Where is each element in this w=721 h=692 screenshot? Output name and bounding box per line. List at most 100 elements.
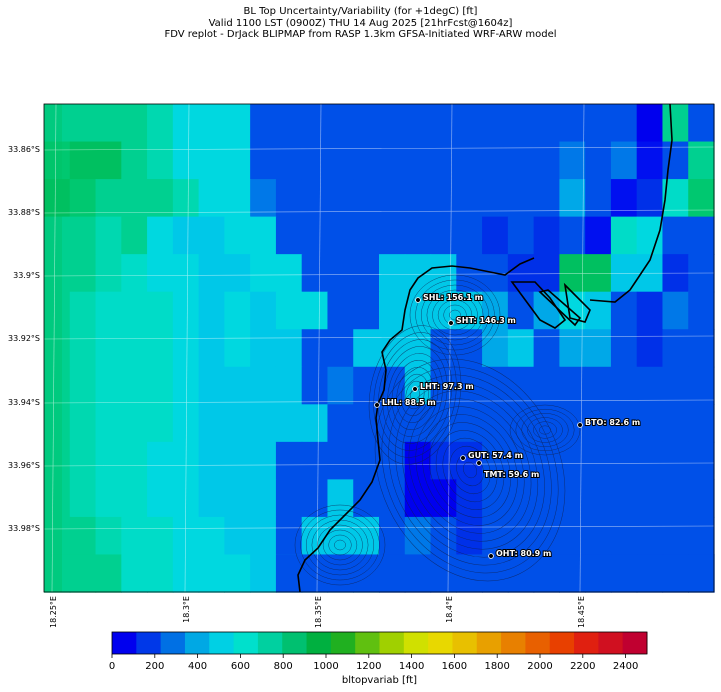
field-cell <box>610 216 638 255</box>
field-cell <box>95 479 122 518</box>
field-cell <box>662 291 689 330</box>
field-cell <box>688 329 715 368</box>
station-marker <box>488 553 494 559</box>
field-cell <box>585 554 612 593</box>
colorbar-tick-label: 400 <box>188 661 208 672</box>
field-cell <box>172 179 200 218</box>
field-cell <box>585 141 612 180</box>
field-cell <box>636 441 664 480</box>
field-cell <box>327 516 354 556</box>
field-cell <box>250 404 277 443</box>
field-cell <box>353 366 380 405</box>
meridian-line <box>51 103 57 593</box>
field-cell <box>44 179 71 218</box>
contour-line <box>373 332 457 458</box>
field-cell <box>301 404 329 443</box>
colorbar-swatch <box>330 632 356 654</box>
field-cell <box>301 554 329 593</box>
colorbar-swatch <box>501 632 526 654</box>
field-cell <box>456 254 483 293</box>
field-cell <box>301 141 329 180</box>
field-cell <box>404 254 432 293</box>
field-cell <box>147 404 174 443</box>
field-cell <box>121 141 148 180</box>
contour-line <box>377 339 453 451</box>
coastline <box>297 103 673 593</box>
colorbar-tick-label: 600 <box>230 661 250 672</box>
field-cell <box>121 366 148 405</box>
field-cell <box>172 216 200 255</box>
contour-line <box>391 360 439 430</box>
field-cell <box>95 104 122 143</box>
contour-line <box>400 373 430 417</box>
field-cell <box>198 216 225 255</box>
contour-line <box>456 453 484 487</box>
field-cell <box>198 441 225 480</box>
field-cell <box>430 179 457 218</box>
colorbar-tick-label: 1400 <box>398 661 425 672</box>
field-cell <box>147 254 174 293</box>
field-cell <box>404 554 432 593</box>
contour-line <box>509 404 581 456</box>
field-cell <box>379 179 406 218</box>
field-cell <box>327 366 354 405</box>
field-cell <box>301 291 329 330</box>
field-cell <box>507 104 535 143</box>
field-cell <box>610 366 638 405</box>
field-cell <box>121 291 148 330</box>
meridian-line <box>184 103 190 593</box>
field-cell <box>275 516 303 556</box>
station-marker <box>577 422 583 428</box>
contour-line <box>435 430 505 510</box>
field-cell <box>482 366 509 405</box>
field-cell <box>250 554 277 593</box>
field-cell <box>95 441 122 480</box>
field-cell <box>533 329 560 368</box>
field-cell <box>95 516 122 556</box>
field-cell <box>198 104 225 143</box>
contour-line <box>396 366 434 424</box>
field-cell <box>353 404 380 443</box>
colorbar-swatch <box>622 632 648 654</box>
field-cell <box>636 479 664 518</box>
contour-line <box>515 408 575 452</box>
colorbar-swatch <box>476 632 502 654</box>
field-cell <box>301 254 329 293</box>
field-cell <box>688 141 715 180</box>
colorbar-swatch <box>379 632 405 654</box>
field-cell <box>69 179 97 218</box>
field-cell <box>301 366 329 405</box>
station-marker <box>460 455 466 461</box>
field-cell <box>353 179 380 218</box>
field-cell <box>688 479 715 518</box>
field-cell <box>44 291 71 330</box>
field-cell <box>95 216 122 255</box>
contour-line <box>415 279 495 351</box>
field-cell <box>353 291 380 330</box>
field-cell <box>301 329 329 368</box>
field-cell <box>172 141 200 180</box>
lat-label: 33.86°S <box>8 145 40 154</box>
contour-line <box>521 413 569 447</box>
lat-label: 33.94°S <box>8 398 40 407</box>
field-cell <box>121 179 148 218</box>
station-marker <box>412 386 418 392</box>
field-cell <box>275 216 303 255</box>
field-cell <box>69 554 97 593</box>
field-cell <box>507 291 535 330</box>
contour-line <box>305 514 375 576</box>
harbour-outline <box>510 281 567 329</box>
field-cell <box>688 554 715 593</box>
field-cell <box>224 291 251 330</box>
contour-line <box>294 504 386 586</box>
contour-line <box>334 539 346 551</box>
field-cell <box>44 516 71 556</box>
field-cell <box>507 479 535 518</box>
field-cell <box>147 216 174 255</box>
field-cell <box>69 329 97 368</box>
field-cell <box>224 329 251 368</box>
field-cell <box>430 441 457 480</box>
field-cell <box>404 216 432 255</box>
field-cell <box>44 441 71 480</box>
field-cell <box>636 291 664 330</box>
